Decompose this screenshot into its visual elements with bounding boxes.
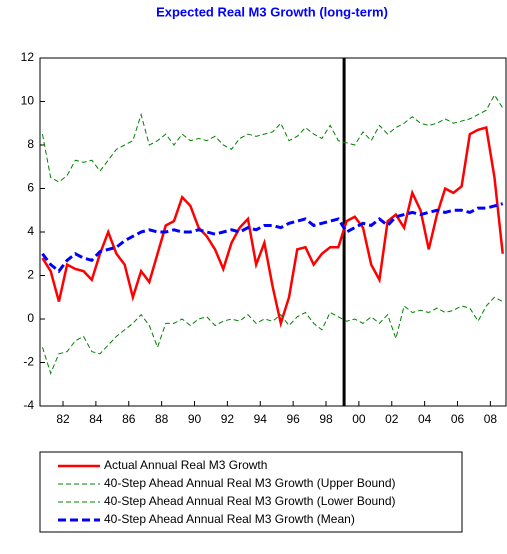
y-tick-label: 10	[21, 94, 35, 108]
x-tick-label: 06	[451, 412, 465, 426]
series-line	[41, 93, 504, 183]
x-tick-label: 84	[89, 412, 103, 426]
y-tick-label: 4	[27, 224, 34, 238]
y-tick-label: 2	[27, 268, 34, 282]
plot-frame	[39, 57, 507, 407]
x-tick-label: 96	[286, 412, 300, 426]
legend-box	[39, 451, 463, 533]
y-tick-label: 8	[27, 137, 34, 151]
x-tick-label: 04	[418, 412, 432, 426]
x-tick-label: 08	[484, 412, 498, 426]
y-tick-label: 6	[27, 181, 34, 195]
chart-title: Expected Real M3 Growth (long-term)	[156, 4, 388, 19]
x-tick-label: 90	[188, 412, 202, 426]
y-tick-label: -4	[23, 398, 34, 412]
x-tick-label: 02	[385, 412, 399, 426]
y-tick-label: 0	[27, 311, 34, 325]
legend-label: 40-Step Ahead Annual Real M3 Growth (Low…	[104, 494, 396, 508]
legend-label: 40-Step Ahead Annual Real M3 Growth (Mea…	[104, 512, 355, 526]
x-tick-label: 82	[56, 412, 70, 426]
x-tick-label: 98	[319, 412, 333, 426]
y-tick-label: -2	[23, 355, 34, 369]
series-line	[41, 126, 504, 329]
series-line	[41, 296, 503, 375]
x-tick-label: 92	[221, 412, 235, 426]
x-tick-label: 86	[122, 412, 136, 426]
legend-label: Actual Annual Real M3 Growth	[104, 458, 267, 472]
x-tick-label: 00	[352, 412, 366, 426]
x-tick-label: 88	[155, 412, 169, 426]
x-tick-label: 94	[254, 412, 268, 426]
legend-label: 40-Step Ahead Annual Real M3 Growth (Upp…	[104, 476, 396, 490]
series-line	[41, 202, 504, 274]
y-tick-label: 12	[21, 50, 35, 64]
